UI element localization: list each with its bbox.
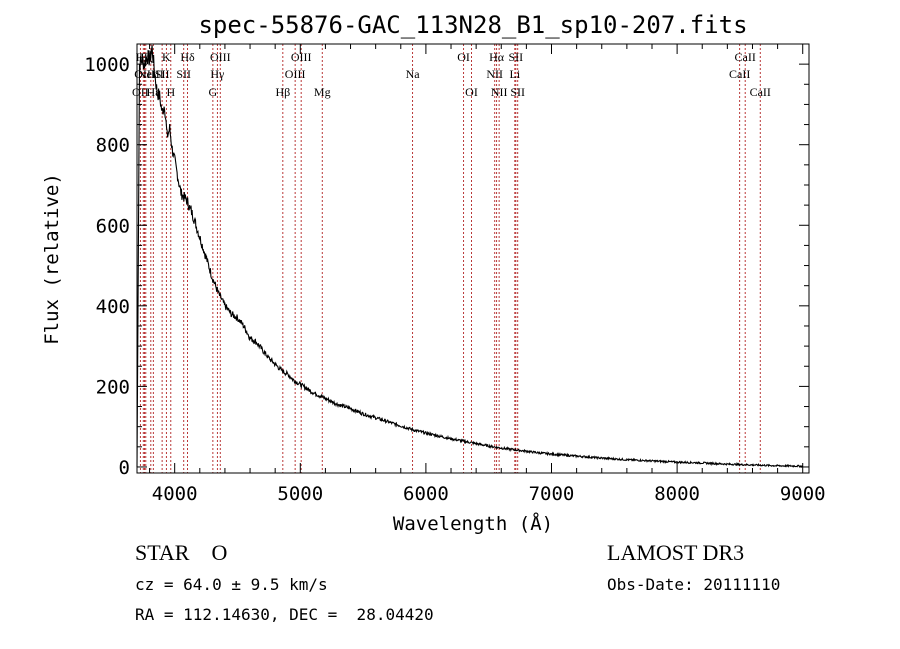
y-tick-label: 600 xyxy=(96,215,130,237)
line-label-Hγ: Hγ xyxy=(210,67,225,81)
line-label-K: K xyxy=(162,50,171,64)
y-tick-label: 800 xyxy=(96,135,130,157)
x-tick-label: 4000 xyxy=(152,483,198,505)
line-label-OII: OII xyxy=(132,85,149,99)
x-tick-label: 5000 xyxy=(277,483,323,505)
redshift-readout: cz = 64.0 ± 9.5 km/s xyxy=(135,575,328,594)
line-label-OIII: OIII xyxy=(210,50,231,64)
y-tick-label: 0 xyxy=(119,457,130,479)
line-label-Hα: Hα xyxy=(489,50,505,64)
line-label-SII: SII xyxy=(508,50,523,64)
line-label-OIII: OIII xyxy=(285,67,306,81)
x-tick-label: 9000 xyxy=(780,483,826,505)
x-tick-label: 8000 xyxy=(654,483,700,505)
survey-name: LAMOST DR3 xyxy=(607,540,745,565)
observation-date: Obs-Date: 20111110 xyxy=(607,575,781,594)
line-label-CaII: CaII xyxy=(729,67,750,81)
coordinates-readout: RA = 112.14630, DEC = 28.04420 xyxy=(135,605,434,624)
line-label-H: H xyxy=(166,85,175,99)
object-classification: STAR O xyxy=(135,540,228,565)
line-label-NeIII: NeIII xyxy=(138,67,164,81)
plot-frame xyxy=(136,43,810,474)
y-tick-label: 400 xyxy=(96,296,130,318)
line-label-NII: NII xyxy=(486,67,503,81)
y-tick-label: 200 xyxy=(96,376,130,398)
line-label-Li: Li xyxy=(509,67,520,81)
x-tick-label: 7000 xyxy=(529,483,575,505)
line-label-Mg: Mg xyxy=(314,85,331,99)
line-label-Hβ: Hβ xyxy=(275,85,290,99)
line-label-OIII: OIII xyxy=(291,50,312,64)
line-label-OI: OI xyxy=(465,85,478,99)
line-label-Na: Na xyxy=(406,67,421,81)
line-label-SII: SII xyxy=(155,67,170,81)
chart-title: spec-55876-GAC_113N28_B1_sp10-207.fits xyxy=(198,11,747,39)
x-axis-label: Wavelength (Å) xyxy=(393,512,553,535)
line-label-CaII: CaII xyxy=(735,50,756,64)
spectrum-line xyxy=(136,45,803,468)
y-tick-label: 1000 xyxy=(84,54,130,76)
y-axis-label: Flux (relative) xyxy=(41,173,63,345)
spectral-line-markers xyxy=(139,44,761,473)
line-label-OI: OI xyxy=(457,50,470,64)
line-label-G: G xyxy=(209,85,218,99)
line-label-Hδ: Hδ xyxy=(180,50,195,64)
line-label-NII: NII xyxy=(491,85,508,99)
x-axis-ticks: 4000 5000 6000 7000 8000 9000 xyxy=(149,44,826,505)
x-tick-label: 6000 xyxy=(403,483,449,505)
line-label-SII: SII xyxy=(176,67,191,81)
line-label-CaII: CaII xyxy=(750,85,771,99)
y-axis-ticks: 0 200 400 600 800 1000 xyxy=(84,54,809,479)
line-label-SII: SII xyxy=(510,85,525,99)
